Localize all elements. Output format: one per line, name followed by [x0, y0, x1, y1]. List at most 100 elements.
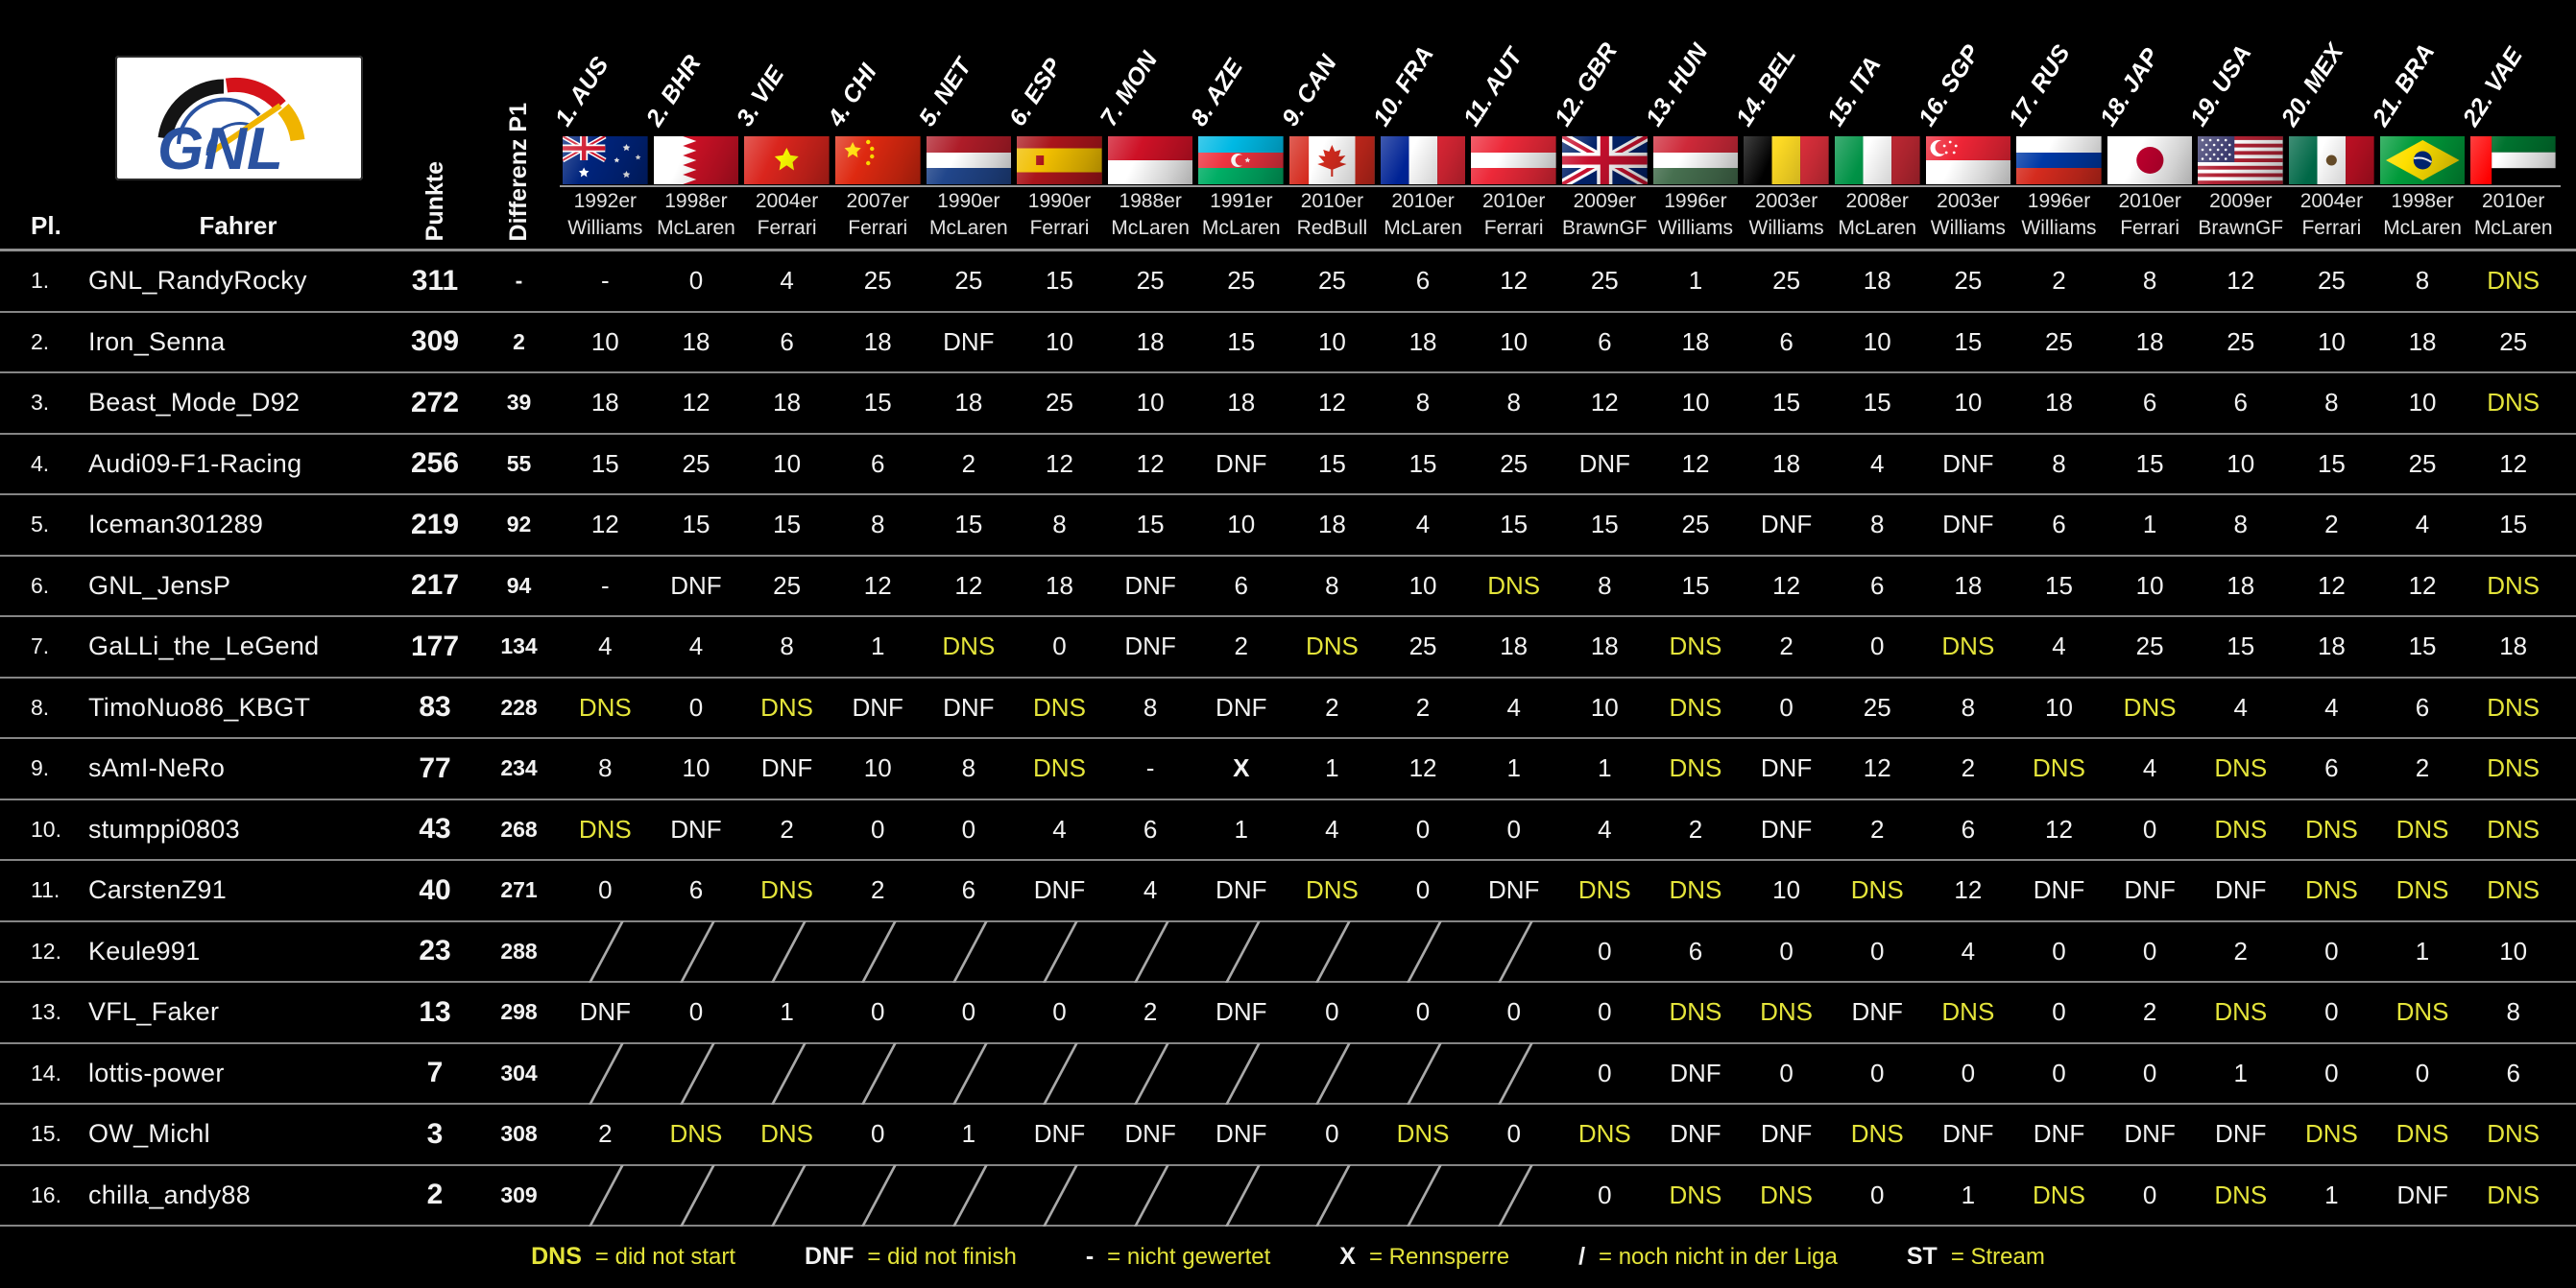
points-cell: 83: [419, 691, 451, 724]
legend-text: = did not start: [594, 1243, 736, 1270]
result-cell-not-in-league: [1378, 1044, 1469, 1104]
result-cell: DNS: [1850, 1119, 1904, 1149]
standings-row: 13. VFL_Faker 13 298 DNF 0 1 0 0 0 2 DNF 0 0 0 0 DNS DNS D…: [0, 983, 2576, 1044]
result-cell: DNF: [579, 997, 632, 1027]
result-cell: DNF: [2033, 875, 2085, 905]
result-cell-not-in-league: [1468, 1166, 1559, 1226]
driver-cell: VFL_Faker: [88, 997, 220, 1027]
result-cell: DNF: [670, 814, 722, 844]
standings-row: 9. sAmI-NeRo 77 234 8 10 DNF 10 8 DNS - X 1 12 1 1 DNS DN…: [0, 739, 2576, 800]
result-cell: 0: [870, 1119, 885, 1149]
result-cell: DNF: [1216, 692, 1267, 722]
result-cell: 15: [1500, 510, 1529, 539]
result-cell-not-in-league: [832, 1044, 924, 1104]
result-cell: DNF: [2396, 1180, 2448, 1209]
standings-row: 7. GaLLi_the_LeGend 177 134 4 4 8 1 DNS 0 DNF 2 DNS 2…: [0, 617, 2576, 679]
result-cell: DNS: [2487, 692, 2540, 722]
race-header-cell: 20. MEX 2004er Ferrari: [2276, 0, 2377, 249]
legend-item: ST = Stream: [1907, 1243, 2045, 1271]
result-cell: 6: [1234, 570, 1248, 600]
result-cell: DNF: [1578, 448, 1631, 478]
result-cell: 12: [1863, 753, 1891, 783]
legend-item: DNS = did not start: [531, 1243, 735, 1271]
result-cell: 10: [590, 326, 619, 356]
diff-cell: 268: [500, 816, 538, 842]
diff-cell: -: [515, 268, 523, 294]
driver-cell: sAmI-NeRo: [88, 753, 226, 783]
race-label: 5. NET: [913, 53, 977, 131]
place-cell: 14.: [31, 1060, 61, 1085]
race-label: 9. CAN: [1276, 50, 1342, 131]
race-header-cell: 16. SGP 2003er Williams: [1913, 0, 2014, 249]
china-flag-icon: [834, 136, 921, 184]
result-cell: 0: [961, 997, 976, 1027]
result-cell: 0: [870, 814, 885, 844]
col-header-punkte-cell: Punkte: [392, 0, 478, 249]
race-car-team: BrawnGF: [1561, 217, 1648, 239]
result-cell: 4: [2233, 692, 2248, 722]
result-cell: 12: [1500, 266, 1529, 296]
result-cell: 10: [1590, 692, 1619, 722]
race-car-year: 2010er: [1300, 190, 1364, 212]
result-cell: 0: [1598, 936, 1612, 966]
result-cell-not-in-league: [651, 1044, 742, 1104]
result-cell: 4: [2415, 510, 2430, 539]
race-header-cell: 15. ITA 2008er McLaren: [1822, 0, 1923, 249]
result-cell: DNS: [2395, 814, 2449, 844]
result-cell: DNS: [1669, 753, 1722, 783]
standings-row: 5. Iceman301289 219 92 12 15 15 8 15 8 15 10 18 4 15 15…: [0, 495, 2576, 557]
race-car-year: 2003er: [1937, 190, 2000, 212]
place-cell: 9.: [31, 755, 50, 781]
result-cell: 15: [1227, 326, 1256, 356]
race-header-cell: 13. HUN 1996er Williams: [1640, 0, 1742, 249]
race-car-year: 1992er: [573, 190, 637, 212]
result-cell: DNF: [943, 326, 995, 356]
place-cell: 16.: [31, 1181, 61, 1207]
col-header-punkte: Punkte: [421, 160, 448, 241]
flag-underline: [560, 185, 2561, 187]
race-header-cell: 14. BEL 2003er Williams: [1731, 0, 1832, 249]
result-cell: 6: [2506, 1058, 2520, 1087]
result-cell: DNS: [2214, 814, 2268, 844]
result-cell: 25: [954, 266, 983, 296]
diff-cell: 92: [506, 512, 532, 537]
result-cell: DNS: [2487, 1180, 2540, 1209]
race-car-team: Ferrari: [1029, 217, 1090, 239]
race-car-year: 2007er: [846, 190, 909, 212]
points-cell: 272: [410, 386, 460, 418]
result-cell: 12: [1317, 388, 1346, 417]
result-cell: DNS: [1669, 875, 1722, 905]
diff-cell: 2: [513, 328, 525, 354]
result-cell: 0: [1506, 1119, 1521, 1149]
japan-flag-icon: [2107, 136, 2193, 184]
legend-text: = noch nicht in der Liga: [1599, 1243, 1838, 1270]
result-cell: 8: [2324, 388, 2339, 417]
result-cell: DNF: [1760, 753, 1813, 783]
result-cell: 12: [1954, 875, 1983, 905]
legend-text: = nicht gewertet: [1107, 1243, 1271, 1270]
result-cell: 25: [1772, 266, 1801, 296]
result-cell: DNS: [578, 692, 632, 722]
result-cell: DNF: [852, 692, 903, 722]
result-cell: DNF: [1216, 997, 1267, 1027]
result-cell: 2: [780, 814, 794, 844]
legend-symbol: X: [1339, 1242, 1356, 1270]
result-cell: 6: [2142, 388, 2157, 417]
result-cell: 8: [961, 753, 976, 783]
race-header-cell: 11. AUT 2010er Ferrari: [1458, 0, 1559, 249]
result-cell: 12: [682, 388, 710, 417]
result-cell: DNS: [2304, 1119, 2358, 1149]
result-cell-not-in-league: [741, 922, 832, 982]
legend-text: = Rennsperre: [1368, 1243, 1510, 1270]
result-cell: DNF: [1216, 448, 1267, 478]
result-cell: 4: [2052, 632, 2066, 661]
result-cell: 0: [961, 814, 976, 844]
result-cell: DNF: [2124, 875, 2176, 905]
race-car-year: 2009er: [2209, 190, 2273, 212]
result-cell: DNS: [669, 1119, 723, 1149]
result-cell: DNS: [2304, 875, 2358, 905]
race-header-cell: 7. MON 1988er McLaren: [1095, 0, 1196, 249]
standings-row: 8. TimoNuo86_KBGT 83 228 DNS 0 DNS DNF DNF DNS 8 DN…: [0, 679, 2576, 739]
result-cell: DNF: [1670, 1058, 1721, 1087]
result-cell: 2: [2052, 266, 2066, 296]
